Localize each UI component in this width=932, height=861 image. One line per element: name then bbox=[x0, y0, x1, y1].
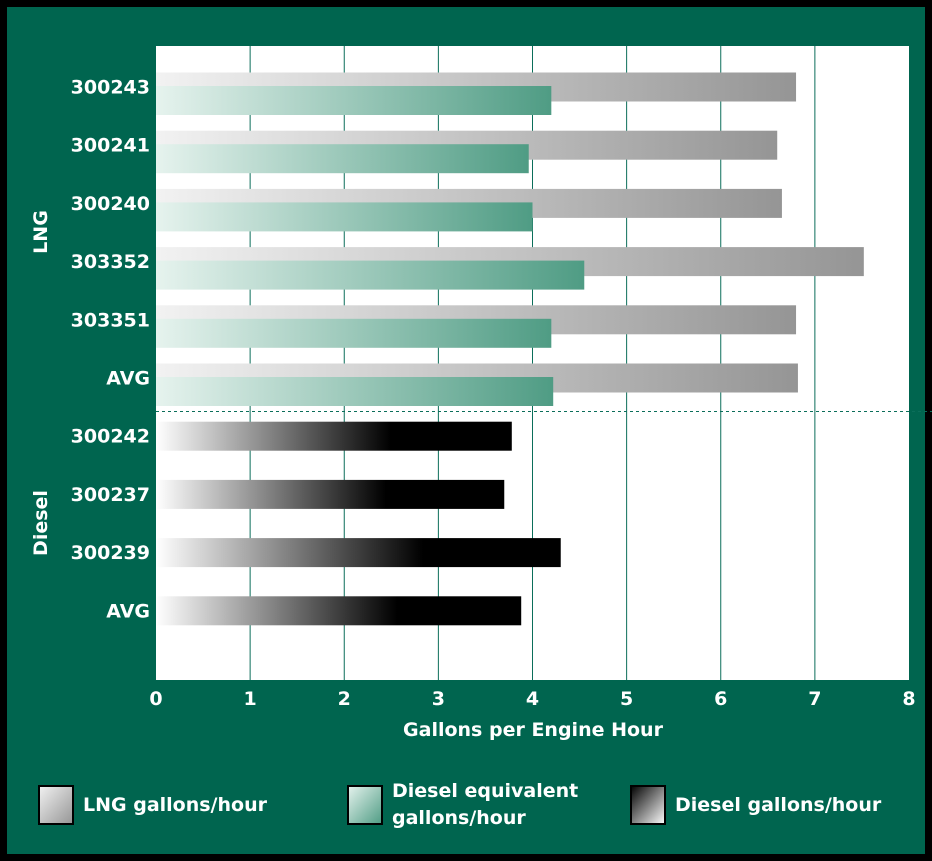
group-labels: LNG Diesel bbox=[30, 210, 52, 556]
bar-diesel-gallons bbox=[156, 479, 505, 509]
group-label-diesel: Diesel bbox=[30, 490, 52, 556]
category-labels: 300243 300241 300240 303352 303351 AVG 300242 3… bbox=[71, 77, 150, 623]
category-label: 300237 bbox=[71, 484, 150, 506]
legend-swatch-lng bbox=[38, 785, 74, 825]
bar-diesel-equivalent bbox=[156, 144, 529, 174]
x-tick-label: 5 bbox=[620, 688, 633, 710]
bar-diesel-equivalent bbox=[156, 202, 533, 232]
bar-diesel-equivalent bbox=[156, 318, 552, 348]
legend-label: gallons/hour bbox=[392, 807, 526, 829]
x-tick-label: 7 bbox=[808, 688, 821, 710]
category-label: 303351 bbox=[71, 309, 150, 331]
legend-swatch-deq bbox=[347, 785, 383, 825]
category-label: 300242 bbox=[71, 426, 150, 448]
group-label-lng: LNG bbox=[30, 210, 52, 254]
category-label: 300243 bbox=[71, 77, 150, 99]
x-axis-title: Gallons per Engine Hour bbox=[403, 719, 664, 741]
legend-label: LNG gallons/hour bbox=[83, 794, 268, 816]
x-tick-label: 6 bbox=[714, 688, 727, 710]
legend-swatch-diesel bbox=[630, 785, 666, 825]
bar-diesel-gallons bbox=[156, 538, 561, 568]
bar-diesel-gallons bbox=[156, 596, 522, 626]
bar-diesel-equivalent bbox=[156, 260, 585, 290]
x-tick-label: 3 bbox=[432, 688, 445, 710]
category-label: 300241 bbox=[71, 135, 150, 157]
x-axis-ticks: 0 1 2 3 4 5 6 7 8 bbox=[149, 688, 915, 710]
category-label: AVG bbox=[106, 600, 150, 622]
bar-diesel-equivalent bbox=[156, 377, 554, 406]
category-label: 300240 bbox=[71, 193, 150, 215]
category-label: AVG bbox=[106, 368, 150, 390]
legend: LNG gallons/hour Diesel equivalent gallons… bbox=[38, 780, 882, 829]
category-label: 300239 bbox=[71, 542, 150, 564]
x-tick-label: 4 bbox=[526, 688, 539, 710]
category-label: 303352 bbox=[71, 251, 150, 273]
legend-label: Diesel equivalent bbox=[392, 780, 578, 802]
x-tick-label: 8 bbox=[902, 688, 915, 710]
bar-diesel-gallons bbox=[156, 421, 512, 451]
legend-label: Diesel gallons/hour bbox=[675, 794, 882, 816]
bar-diesel-equivalent bbox=[156, 86, 552, 115]
bars bbox=[156, 72, 864, 626]
x-tick-label: 2 bbox=[338, 688, 351, 710]
x-tick-label: 0 bbox=[149, 688, 162, 710]
x-tick-label: 1 bbox=[244, 688, 257, 710]
